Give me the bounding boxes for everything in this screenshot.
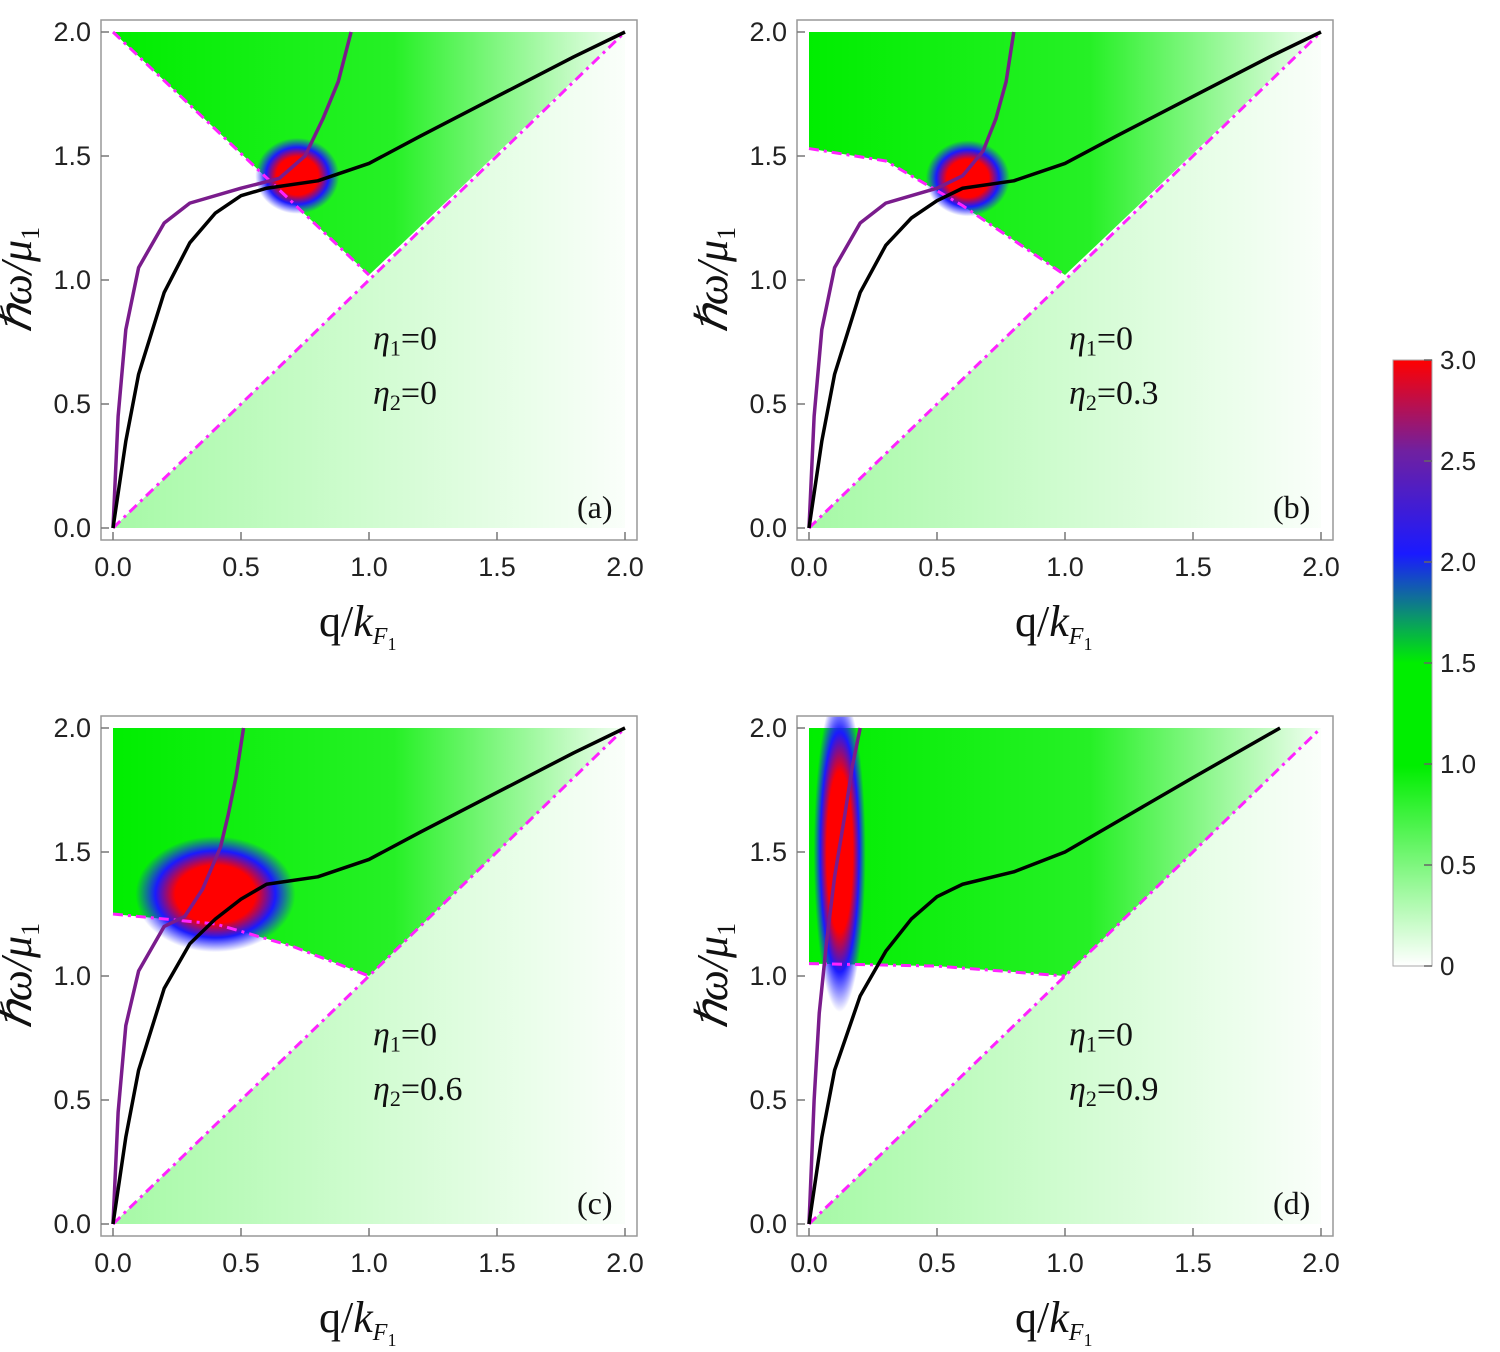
y-tick-label: 0.0 <box>749 513 787 543</box>
colorbar-tick-label: 0 <box>1440 951 1454 981</box>
interband-boundary-line <box>808 147 1066 277</box>
x-tick-label: 1.0 <box>350 552 388 582</box>
x-tick-label: 0.0 <box>790 1248 828 1278</box>
x-tick-label: 1.5 <box>478 552 516 582</box>
eta1-annotation: η1=0 <box>1069 1016 1133 1056</box>
colorbar-tick-label: 2.0 <box>1440 547 1476 577</box>
y-tick-label: 1.0 <box>53 961 91 991</box>
x-tick-label: 0.5 <box>222 1248 260 1278</box>
y-tick-label: 1.5 <box>53 837 91 867</box>
y-axis-label: ℏω/μ1 <box>0 923 45 1029</box>
x-axis-label: q/kF1 <box>319 1293 396 1350</box>
y-tick-label: 0.5 <box>749 389 787 419</box>
x-tick-label: 0.5 <box>918 1248 956 1278</box>
plasmon-hotspot <box>135 836 296 953</box>
intraband-region <box>113 32 625 276</box>
y-tick-label: 1.5 <box>749 141 787 171</box>
y-axis-label: ℏω/μ1 <box>688 227 741 333</box>
interband-boundary-line <box>111 30 371 277</box>
x-tick-label: 0.5 <box>918 552 956 582</box>
y-tick-label: 0.0 <box>749 1209 787 1239</box>
eta2-annotation: η2=0.9 <box>1069 1071 1159 1111</box>
plasmon-hotspot <box>255 137 340 214</box>
heatmap-area <box>807 716 1323 1226</box>
eta2-annotation: η2=0 <box>373 375 437 415</box>
intraband-boundary-line <box>807 726 1323 1226</box>
panel-label: (a) <box>577 489 613 525</box>
x-tick-label: 2.0 <box>606 552 644 582</box>
y-tick-label: 0.5 <box>53 389 91 419</box>
panel-b: 0.0 0.5 1.0 1.5 2.0 0.0 0.5 1.0 1.5 2.0 q/kF1 ℏω/μ1… <box>688 17 1340 654</box>
colorbar-tick-label: 2.5 <box>1440 446 1476 476</box>
colorbar-tick-label: 0.5 <box>1440 850 1476 880</box>
x-tick-label: 2.0 <box>1302 1248 1340 1278</box>
heatmap-area <box>111 30 627 530</box>
x-tick-label: 1.5 <box>478 1248 516 1278</box>
eta2-annotation: η2=0.3 <box>1069 375 1159 415</box>
eta1-annotation: η1=0 <box>1069 320 1133 360</box>
y-tick-label: 0.5 <box>53 1085 91 1115</box>
colorbar-tick-label: 1.0 <box>1440 749 1476 779</box>
x-tick-label: 1.5 <box>1174 1248 1212 1278</box>
panel-c: 0.0 0.5 1.0 1.5 2.0 0.0 0.5 1.0 1.5 2.0 q/kF1 ℏω/μ1… <box>0 713 644 1350</box>
intraband-boundary-line <box>111 726 627 1226</box>
black-dispersion-curve <box>111 726 626 1225</box>
heatmap-area <box>111 726 627 1226</box>
panel-label: (d) <box>1273 1185 1310 1221</box>
colorbar: 0 0.5 1.0 1.5 2.0 2.5 3.0 <box>1392 345 1476 981</box>
x-tick-label: 1.5 <box>1174 552 1212 582</box>
purple-dispersion-curve <box>111 727 246 1225</box>
colorbar-tick-label: 3.0 <box>1440 345 1476 375</box>
y-tick-label: 2.0 <box>749 713 787 743</box>
y-tick-label: 2.0 <box>53 17 91 47</box>
panel-label: (b) <box>1273 489 1310 525</box>
y-tick-label: 0.0 <box>53 1209 91 1239</box>
black-dispersion-curve <box>111 30 626 529</box>
panel-d: 0.0 0.5 1.0 1.5 2.0 0.0 0.5 1.0 1.5 2.0 q/kF1 ℏω/μ1… <box>688 713 1340 1350</box>
y-tick-label: 1.0 <box>749 265 787 295</box>
panel-label: (c) <box>577 1185 613 1221</box>
x-tick-label: 1.0 <box>350 1248 388 1278</box>
x-axis-label: q/kF1 <box>319 597 396 654</box>
purple-dispersion-curve <box>807 727 862 1225</box>
intraband-boundary-line <box>111 30 627 530</box>
panel-a: 0.0 0.5 1.0 1.5 2.0 0.0 0.5 1.0 1.5 2.0 q/kF1 ℏω/μ1… <box>0 17 644 654</box>
y-axis-label: ℏω/μ1 <box>688 923 741 1029</box>
y-tick-label: 1.0 <box>749 961 787 991</box>
y-tick-label: 1.0 <box>53 265 91 295</box>
x-tick-label: 1.0 <box>1046 552 1084 582</box>
y-axis-label: ℏω/μ1 <box>0 227 45 333</box>
y-tick-label: 0.0 <box>53 513 91 543</box>
interband-boundary-line <box>112 912 370 978</box>
x-axis-label: q/kF1 <box>1015 597 1092 654</box>
y-tick-label: 1.5 <box>749 837 787 867</box>
y-tick-label: 2.0 <box>749 17 787 47</box>
black-dispersion-curve <box>807 726 1281 1225</box>
intraband-boundary-line <box>807 30 1323 530</box>
black-dispersion-curve <box>807 30 1322 529</box>
plasmon-hotspot <box>925 140 1010 217</box>
interband-boundary-line <box>808 962 1066 978</box>
x-tick-label: 0.0 <box>790 552 828 582</box>
x-tick-label: 0.0 <box>94 1248 132 1278</box>
x-tick-label: 1.0 <box>1046 1248 1084 1278</box>
y-tick-label: 0.5 <box>749 1085 787 1115</box>
x-tick-label: 2.0 <box>606 1248 644 1278</box>
eta2-annotation: η2=0.6 <box>373 1071 463 1111</box>
heatmap-area <box>807 30 1323 530</box>
x-tick-label: 2.0 <box>1302 552 1340 582</box>
colorbar-tick-label: 1.5 <box>1440 648 1476 678</box>
intraband-region <box>809 32 1321 276</box>
eta1-annotation: η1=0 <box>373 320 437 360</box>
purple-dispersion-curve <box>807 31 1016 529</box>
x-axis-label: q/kF1 <box>1015 1293 1092 1350</box>
y-tick-label: 1.5 <box>53 141 91 171</box>
y-tick-label: 2.0 <box>53 713 91 743</box>
eta1-annotation: η1=0 <box>373 1016 437 1056</box>
purple-dispersion-curve <box>111 31 353 529</box>
x-tick-label: 0.0 <box>94 552 132 582</box>
x-tick-label: 0.5 <box>222 552 260 582</box>
